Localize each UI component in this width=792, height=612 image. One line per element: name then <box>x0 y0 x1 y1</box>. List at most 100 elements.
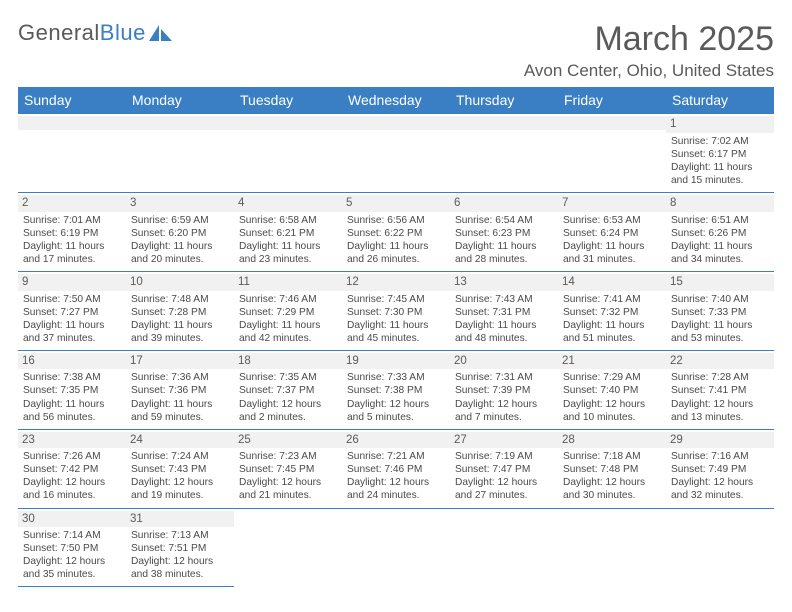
day-info: Sunrise: 7:31 AMSunset: 7:39 PMDaylight:… <box>454 371 554 423</box>
sunrise-text: Sunrise: 7:29 AM <box>563 371 661 384</box>
daylight-text: Daylight: 11 hours and 15 minutes. <box>671 161 769 187</box>
sunset-text: Sunset: 7:31 PM <box>455 306 553 319</box>
day-info: Sunrise: 7:43 AMSunset: 7:31 PMDaylight:… <box>454 293 554 345</box>
sunrise-text: Sunrise: 6:59 AM <box>131 214 229 227</box>
daylight-text: Daylight: 11 hours and 26 minutes. <box>347 240 445 266</box>
sunset-text: Sunset: 7:35 PM <box>23 384 121 397</box>
day-info: Sunrise: 6:54 AMSunset: 6:23 PMDaylight:… <box>454 214 554 266</box>
weekday-header: Thursday <box>450 87 558 114</box>
calendar-week-row: 1Sunrise: 7:02 AMSunset: 6:17 PMDaylight… <box>18 114 774 193</box>
sunrise-text: Sunrise: 7:23 AM <box>239 450 337 463</box>
daylight-text: Daylight: 12 hours and 30 minutes. <box>563 476 661 502</box>
sunset-text: Sunset: 7:36 PM <box>131 384 229 397</box>
sunrise-text: Sunrise: 7:38 AM <box>23 371 121 384</box>
brand-text-1: General <box>18 20 100 46</box>
weekday-header: Monday <box>126 87 234 114</box>
day-number: 31 <box>126 511 234 528</box>
sunset-text: Sunset: 7:40 PM <box>563 384 661 397</box>
day-number: 7 <box>558 195 666 212</box>
calendar-day-cell: 30Sunrise: 7:14 AMSunset: 7:50 PMDayligh… <box>18 508 126 587</box>
day-info: Sunrise: 7:23 AMSunset: 7:45 PMDaylight:… <box>238 450 338 502</box>
day-info: Sunrise: 7:13 AMSunset: 7:51 PMDaylight:… <box>130 529 230 581</box>
sunset-text: Sunset: 7:48 PM <box>563 463 661 476</box>
sunrise-text: Sunrise: 7:24 AM <box>131 450 229 463</box>
day-number: 2 <box>18 195 126 212</box>
sunrise-text: Sunrise: 7:16 AM <box>671 450 769 463</box>
empty-cell <box>18 114 126 193</box>
daylight-text: Daylight: 11 hours and 53 minutes. <box>671 319 769 345</box>
calendar-day-cell: 23Sunrise: 7:26 AMSunset: 7:42 PMDayligh… <box>18 429 126 508</box>
empty-cell <box>234 508 342 587</box>
daylight-text: Daylight: 12 hours and 19 minutes. <box>131 476 229 502</box>
sunrise-text: Sunrise: 7:01 AM <box>23 214 121 227</box>
day-info: Sunrise: 7:48 AMSunset: 7:28 PMDaylight:… <box>130 293 230 345</box>
empty-cell <box>450 114 558 193</box>
daylight-text: Daylight: 12 hours and 16 minutes. <box>23 476 121 502</box>
day-number: 9 <box>18 274 126 291</box>
sunrise-text: Sunrise: 7:45 AM <box>347 293 445 306</box>
day-number: 8 <box>666 195 774 212</box>
sunset-text: Sunset: 7:51 PM <box>131 542 229 555</box>
day-number: 19 <box>342 353 450 370</box>
sunset-text: Sunset: 6:24 PM <box>563 227 661 240</box>
brand-logo: GeneralBlue <box>18 20 174 46</box>
brand-text-2: Blue <box>100 20 146 46</box>
day-number: 6 <box>450 195 558 212</box>
sunrise-text: Sunrise: 7:18 AM <box>563 450 661 463</box>
sunset-text: Sunset: 7:27 PM <box>23 306 121 319</box>
calendar-week-row: 9Sunrise: 7:50 AMSunset: 7:27 PMDaylight… <box>18 271 774 350</box>
daylight-text: Daylight: 11 hours and 31 minutes. <box>563 240 661 266</box>
weekday-header: Saturday <box>666 87 774 114</box>
day-number: 18 <box>234 353 342 370</box>
header: GeneralBlue March 2025 Avon Center, Ohio… <box>18 20 774 81</box>
day-number: 4 <box>234 195 342 212</box>
day-number: 17 <box>126 353 234 370</box>
daylight-text: Daylight: 11 hours and 45 minutes. <box>347 319 445 345</box>
sunrise-text: Sunrise: 7:40 AM <box>671 293 769 306</box>
calendar-day-cell: 11Sunrise: 7:46 AMSunset: 7:29 PMDayligh… <box>234 271 342 350</box>
empty-cell <box>666 508 774 587</box>
day-info: Sunrise: 7:38 AMSunset: 7:35 PMDaylight:… <box>22 371 122 423</box>
calendar-day-cell: 25Sunrise: 7:23 AMSunset: 7:45 PMDayligh… <box>234 429 342 508</box>
sunset-text: Sunset: 6:20 PM <box>131 227 229 240</box>
sunrise-text: Sunrise: 7:19 AM <box>455 450 553 463</box>
day-info: Sunrise: 6:56 AMSunset: 6:22 PMDaylight:… <box>346 214 446 266</box>
day-number: 29 <box>666 432 774 449</box>
daylight-text: Daylight: 12 hours and 2 minutes. <box>239 398 337 424</box>
sunrise-text: Sunrise: 6:51 AM <box>671 214 769 227</box>
day-info: Sunrise: 6:53 AMSunset: 6:24 PMDaylight:… <box>562 214 662 266</box>
calendar-week-row: 16Sunrise: 7:38 AMSunset: 7:35 PMDayligh… <box>18 350 774 429</box>
sunset-text: Sunset: 7:32 PM <box>563 306 661 319</box>
sunset-text: Sunset: 7:47 PM <box>455 463 553 476</box>
sunrise-text: Sunrise: 7:21 AM <box>347 450 445 463</box>
day-number: 21 <box>558 353 666 370</box>
sunset-text: Sunset: 6:22 PM <box>347 227 445 240</box>
weekday-header: Wednesday <box>342 87 450 114</box>
sunset-text: Sunset: 7:43 PM <box>131 463 229 476</box>
sunset-text: Sunset: 6:21 PM <box>239 227 337 240</box>
day-number: 26 <box>342 432 450 449</box>
sunset-text: Sunset: 6:26 PM <box>671 227 769 240</box>
day-info: Sunrise: 7:21 AMSunset: 7:46 PMDaylight:… <box>346 450 446 502</box>
empty-cell <box>558 114 666 193</box>
day-info: Sunrise: 7:29 AMSunset: 7:40 PMDaylight:… <box>562 371 662 423</box>
sunset-text: Sunset: 7:49 PM <box>671 463 769 476</box>
sunrise-text: Sunrise: 7:26 AM <box>23 450 121 463</box>
calendar-day-cell: 18Sunrise: 7:35 AMSunset: 7:37 PMDayligh… <box>234 350 342 429</box>
day-info: Sunrise: 7:18 AMSunset: 7:48 PMDaylight:… <box>562 450 662 502</box>
empty-cell <box>234 114 342 193</box>
calendar-week-row: 30Sunrise: 7:14 AMSunset: 7:50 PMDayligh… <box>18 508 774 587</box>
day-number: 28 <box>558 432 666 449</box>
day-info: Sunrise: 6:58 AMSunset: 6:21 PMDaylight:… <box>238 214 338 266</box>
calendar-day-cell: 21Sunrise: 7:29 AMSunset: 7:40 PMDayligh… <box>558 350 666 429</box>
calendar-day-cell: 15Sunrise: 7:40 AMSunset: 7:33 PMDayligh… <box>666 271 774 350</box>
weekday-header: Friday <box>558 87 666 114</box>
day-info: Sunrise: 7:40 AMSunset: 7:33 PMDaylight:… <box>670 293 770 345</box>
sunrise-text: Sunrise: 7:13 AM <box>131 529 229 542</box>
day-info: Sunrise: 7:01 AMSunset: 6:19 PMDaylight:… <box>22 214 122 266</box>
day-number: 30 <box>18 511 126 528</box>
day-number: 23 <box>18 432 126 449</box>
title-block: March 2025 Avon Center, Ohio, United Sta… <box>524 20 774 81</box>
sunrise-text: Sunrise: 7:41 AM <box>563 293 661 306</box>
sunrise-text: Sunrise: 6:54 AM <box>455 214 553 227</box>
